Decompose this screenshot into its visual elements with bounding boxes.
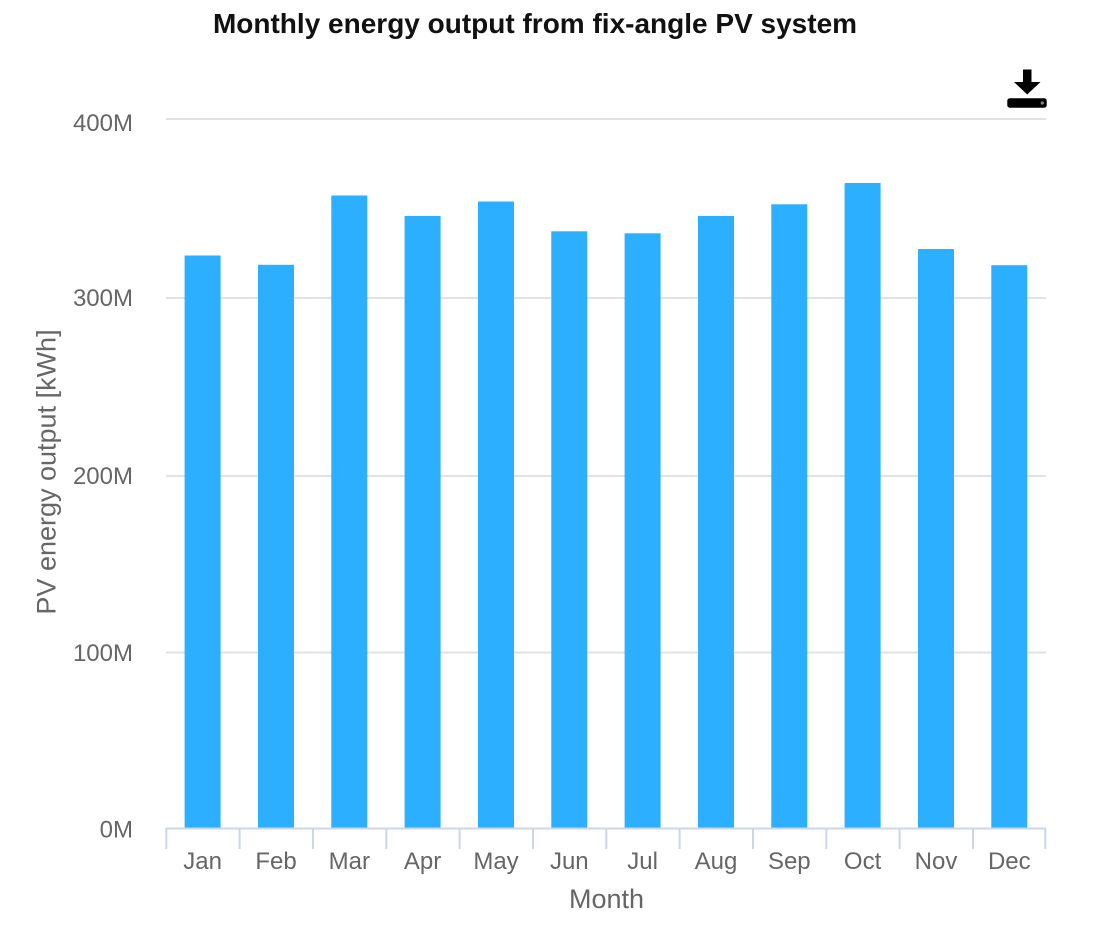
svg-text:Feb: Feb bbox=[255, 848, 296, 875]
svg-text:PV energy output [kWh]: PV energy output [kWh] bbox=[32, 329, 62, 614]
svg-text:300M: 300M bbox=[73, 285, 133, 312]
svg-text:Apr: Apr bbox=[404, 848, 441, 875]
svg-text:May: May bbox=[473, 848, 518, 875]
svg-text:Aug: Aug bbox=[695, 848, 738, 875]
svg-text:Jul: Jul bbox=[627, 848, 658, 875]
svg-text:100M: 100M bbox=[73, 640, 133, 667]
svg-text:200M: 200M bbox=[73, 463, 133, 490]
svg-text:Jun: Jun bbox=[550, 848, 589, 875]
svg-text:Mar: Mar bbox=[329, 848, 370, 875]
svg-text:Dec: Dec bbox=[988, 848, 1031, 875]
svg-text:400M: 400M bbox=[73, 110, 133, 137]
svg-text:Month: Month bbox=[569, 884, 644, 914]
svg-text:Nov: Nov bbox=[915, 848, 958, 875]
svg-text:0M: 0M bbox=[100, 817, 133, 844]
svg-text:Jan: Jan bbox=[183, 848, 222, 875]
svg-text:Sep: Sep bbox=[768, 848, 811, 875]
svg-text:Monthly energy output from fix: Monthly energy output from fix-angle PV … bbox=[213, 8, 857, 39]
svg-text:Oct: Oct bbox=[844, 848, 882, 875]
